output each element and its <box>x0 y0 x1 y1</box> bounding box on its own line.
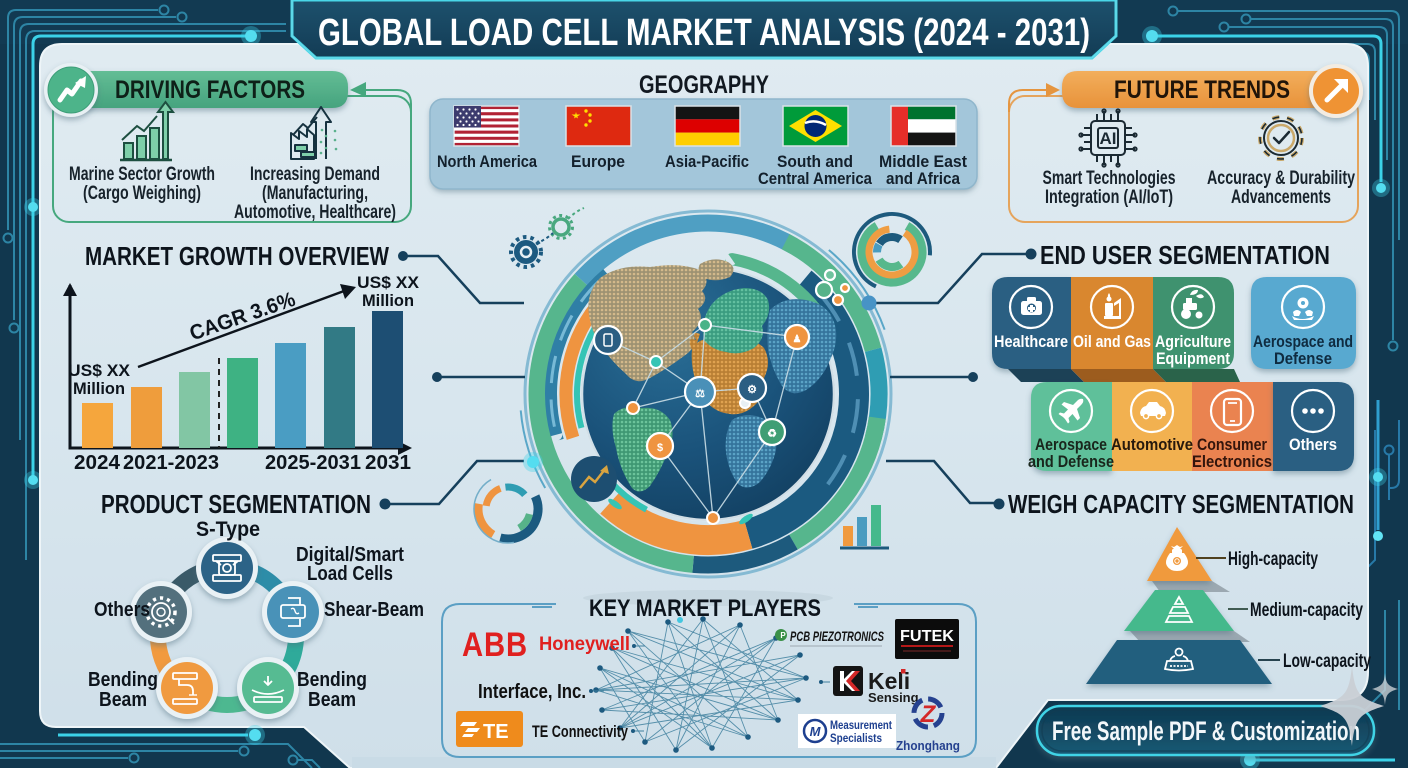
svg-text:$: $ <box>657 442 663 454</box>
svg-text:GEOGRAPHY: GEOGRAPHY <box>639 71 769 99</box>
svg-text:Defense: Defense <box>1274 349 1332 368</box>
svg-text:PRODUCT SEGMENTATION: PRODUCT SEGMENTATION <box>101 489 371 519</box>
svg-text:Oil and Gas: Oil and Gas <box>1073 332 1151 351</box>
svg-text:Beam: Beam <box>99 689 147 711</box>
svg-text:♟: ♟ <box>793 334 802 345</box>
svg-text:Aerospace and: Aerospace and <box>1253 332 1353 351</box>
svg-text:DRIVING FACTORS: DRIVING FACTORS <box>115 76 305 104</box>
svg-text:Asia-Pacific: Asia-Pacific <box>665 152 749 171</box>
svg-text:Honeywell: Honeywell <box>539 634 630 655</box>
svg-text:and Africa: and Africa <box>886 169 960 188</box>
svg-text:WEIGH CAPACITY SEGMENTATION: WEIGH CAPACITY SEGMENTATION <box>1008 489 1354 519</box>
svg-text:Zhonghang: Zhonghang <box>896 738 960 753</box>
svg-text:⚙: ⚙ <box>747 384 757 396</box>
svg-text:Aerospace: Aerospace <box>1035 435 1107 454</box>
svg-text:GLOBAL LOAD CELL MARKET ANALYS: GLOBAL LOAD CELL MARKET ANALYSIS (2024 -… <box>318 12 1090 54</box>
svg-text:FUTURE TRENDS: FUTURE TRENDS <box>1114 76 1290 104</box>
svg-text:END USER SEGMENTATION: END USER SEGMENTATION <box>1040 240 1330 270</box>
svg-text:Automotive: Automotive <box>1111 435 1193 454</box>
svg-text:FUTEK: FUTEK <box>900 628 954 645</box>
svg-text:Beam: Beam <box>308 689 356 711</box>
svg-text:(Cargo Weighing): (Cargo Weighing) <box>83 183 201 204</box>
svg-text:PCB PIEZOTRONICS: PCB PIEZOTRONICS <box>790 628 884 644</box>
svg-text:Equipment: Equipment <box>1156 349 1230 368</box>
svg-text:♻: ♻ <box>767 428 777 440</box>
svg-text:Free Sample PDF & Customizatio: Free Sample PDF & Customization <box>1052 716 1360 746</box>
svg-text:Healthcare: Healthcare <box>994 332 1068 351</box>
svg-text:2024: 2024 <box>74 452 121 474</box>
svg-text:2025-2031: 2025-2031 <box>265 452 361 474</box>
svg-text:Central America: Central America <box>758 169 872 188</box>
svg-text:Low-capacity: Low-capacity <box>1283 651 1371 672</box>
svg-text:Increasing Demand: Increasing Demand <box>250 164 380 185</box>
svg-text:Marine Sector Growth: Marine Sector Growth <box>69 164 215 185</box>
svg-text:Digital/Smart: Digital/Smart <box>296 544 404 566</box>
svg-text:Bending: Bending <box>297 669 367 691</box>
svg-text:Agriculture: Agriculture <box>1155 332 1231 351</box>
svg-text:⚖: ⚖ <box>695 388 705 400</box>
svg-text:Bending: Bending <box>88 669 158 691</box>
svg-text:ABB: ABB <box>462 626 528 664</box>
svg-text:Middle East: Middle East <box>879 152 967 171</box>
svg-text:Sensing: Sensing <box>868 690 919 705</box>
svg-text:Automotive, Healthcare): Automotive, Healthcare) <box>234 202 396 223</box>
svg-text:Interface, Inc.: Interface, Inc. <box>478 681 586 703</box>
svg-text:Integration (AI/IoT): Integration (AI/IoT) <box>1045 187 1173 208</box>
svg-text:P: P <box>780 631 786 640</box>
svg-text:North America: North America <box>437 152 537 171</box>
svg-text:Consumer: Consumer <box>1197 435 1267 454</box>
svg-text:Accuracy & Durability: Accuracy & Durability <box>1207 168 1355 189</box>
svg-text:Others: Others <box>94 599 150 621</box>
svg-text:Medium-capacity: Medium-capacity <box>1250 600 1363 621</box>
svg-text:Million: Million <box>73 379 125 398</box>
svg-text:and Defense: and Defense <box>1028 452 1114 471</box>
svg-text:TE Connectivity: TE Connectivity <box>532 722 628 741</box>
svg-text:TE: TE <box>483 721 509 743</box>
svg-text:Measurement: Measurement <box>830 718 892 732</box>
svg-text:Smart Technologies: Smart Technologies <box>1043 168 1176 189</box>
svg-text:Advancements: Advancements <box>1231 187 1331 208</box>
svg-text:Load Cells: Load Cells <box>307 563 393 585</box>
svg-text:2031: 2031 <box>365 452 411 474</box>
svg-text:Others: Others <box>1289 435 1337 454</box>
svg-text:US$ XX: US$ XX <box>357 273 420 292</box>
svg-text:AI: AI <box>1100 129 1117 148</box>
svg-text:M: M <box>810 724 822 739</box>
svg-text:Electronics: Electronics <box>1192 452 1272 471</box>
svg-text:Million: Million <box>362 291 414 310</box>
svg-text:South and: South and <box>777 152 853 171</box>
svg-text:(Manufacturing,: (Manufacturing, <box>262 183 368 204</box>
svg-text:MARKET GROWTH OVERVIEW: MARKET GROWTH OVERVIEW <box>85 241 389 271</box>
svg-text:Specialists: Specialists <box>830 731 882 745</box>
svg-text:2021-2023: 2021-2023 <box>123 452 219 474</box>
svg-text:Shear-Beam: Shear-Beam <box>324 599 424 621</box>
svg-text:High-capacity: High-capacity <box>1228 549 1318 570</box>
svg-text:Z: Z <box>920 701 937 728</box>
svg-text:US$ XX: US$ XX <box>68 361 131 380</box>
svg-text:S-Type: S-Type <box>196 518 260 541</box>
svg-text:Europe: Europe <box>571 152 625 171</box>
